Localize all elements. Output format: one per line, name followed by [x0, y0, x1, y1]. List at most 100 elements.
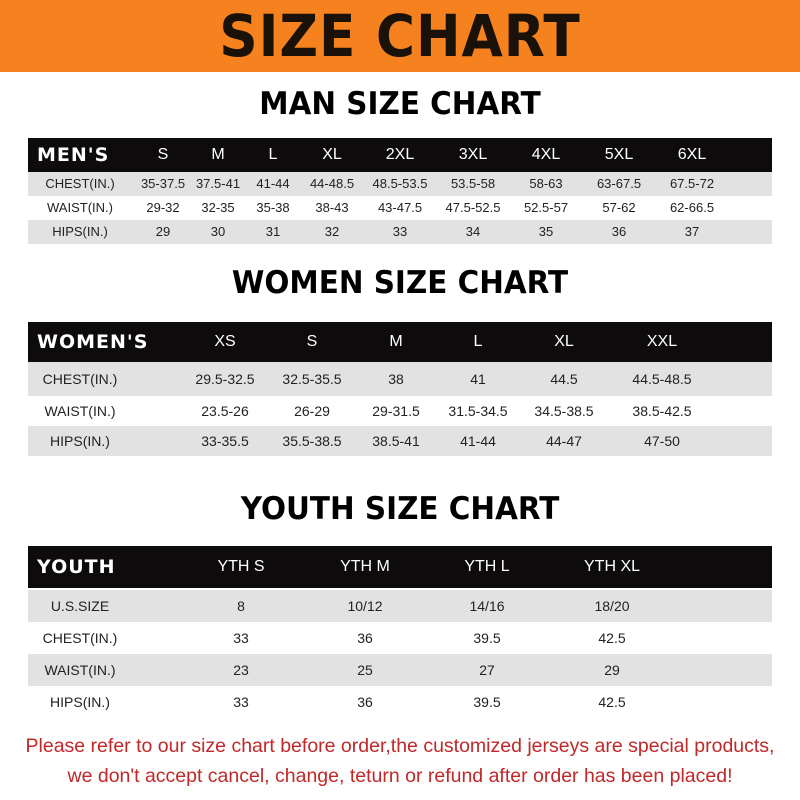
table-cell: 42.5	[598, 694, 626, 710]
table-cell: 67.5-72	[669, 176, 715, 191]
table-cell: 38	[388, 371, 404, 387]
size-header-cell: YTH S	[217, 558, 265, 575]
size-header-cell: 3XL	[458, 146, 488, 163]
table-cell: 38.5-42.5	[632, 403, 692, 419]
measurement-label: WAIST(IN.)	[47, 200, 113, 215]
table-cell: 57-62	[602, 200, 636, 215]
size-header-cell: L	[473, 333, 483, 350]
table-cell: 41-44	[256, 176, 290, 191]
table-cell: 14/16	[469, 598, 505, 614]
table-cell: 32.5-35.5	[282, 371, 342, 387]
table-cell: 32-35	[201, 200, 235, 215]
table-row: WAIST(IN.) 29-32 32-35 35-38 38-43 43-47.5 47.…	[28, 196, 772, 220]
table-cell: 25	[357, 662, 373, 678]
table-row: HIPS(IN.) 33 36 39.5 42.5	[28, 686, 772, 718]
table-row: CHEST(IN.) 29.5-32.5 32.5-35.5 38 41 44.5 44.5…	[28, 362, 772, 396]
size-header-cell: 6XL	[677, 146, 707, 163]
measurement-label: CHEST(IN.)	[42, 630, 118, 646]
size-header-cell: 2XL	[385, 146, 415, 163]
size-header-cell: XL	[322, 146, 342, 163]
table-cell: 31	[265, 224, 281, 239]
table-cell: 33	[233, 694, 249, 710]
table-cell: 62-66.5	[669, 200, 715, 215]
table-cell: 31.5-34.5	[448, 403, 508, 419]
table-cell: 58-63	[529, 176, 563, 191]
table-cell: 29	[604, 662, 620, 678]
table-cell: 30	[210, 224, 226, 239]
notice-line-2: we don't accept cancel, change, teturn o…	[67, 765, 733, 787]
table-header-row: MEN'S S M L XL 2XL 3XL 4XL 5XL 6XL	[28, 138, 772, 172]
measurement-label: WAIST(IN.)	[44, 403, 116, 419]
table-cell: 34	[465, 224, 481, 239]
table-cell: 34.5-38.5	[534, 403, 594, 419]
table-cell: 38.5-41	[372, 433, 420, 449]
table-cell: 35-38	[256, 200, 290, 215]
table-row: WAIST(IN.) 23 25 27 29	[28, 654, 772, 686]
table-cell: 36	[357, 694, 373, 710]
table-cell: 41	[470, 371, 486, 387]
table-cell: 44.5	[550, 371, 578, 387]
table-cell: 29.5-32.5	[195, 371, 255, 387]
table-cell: 33	[392, 224, 408, 239]
size-header-cell: XXL	[646, 333, 678, 350]
table-cell: 23	[233, 662, 249, 678]
table-cell: 8	[237, 598, 245, 614]
table-cell: 35	[538, 224, 554, 239]
size-header-cell: YTH XL	[583, 558, 641, 575]
table-cell: 29	[155, 224, 171, 239]
table-cell: 53.5-58	[450, 176, 496, 191]
table-row: CHEST(IN.) 33 36 39.5 42.5	[28, 622, 772, 654]
table-cell: 41-44	[460, 433, 496, 449]
size-header-cell: M	[389, 333, 403, 350]
size-header-cell: XS	[214, 333, 236, 350]
size-header-cell: M	[211, 146, 225, 163]
table-cell: 39.5	[473, 694, 501, 710]
measurement-label: HIPS(IN.)	[50, 433, 110, 449]
table-title-cell: YOUTH	[37, 556, 116, 578]
measurement-label: CHEST(IN.)	[42, 371, 118, 387]
table-cell: 33-35.5	[201, 433, 249, 449]
table-cell: 18/20	[594, 598, 630, 614]
table-cell: 38-43	[315, 200, 349, 215]
table-cell: 26-29	[294, 403, 330, 419]
table-row: U.S.SIZE 8 10/12 14/16 18/20	[28, 590, 772, 622]
table-header-row: WOMEN'S XS S M L XL XXL	[28, 322, 772, 362]
table-cell: 63-67.5	[596, 176, 642, 191]
table-cell: 44-47	[546, 433, 582, 449]
notice-line-1: Please refer to our size chart before or…	[25, 735, 775, 757]
table-cell: 35.5-38.5	[282, 433, 342, 449]
measurement-label: WAIST(IN.)	[44, 662, 116, 678]
table-title-cell: WOMEN'S	[37, 331, 149, 353]
table-row: HIPS(IN.) 29 30 31 32 33 34 35 36 37	[28, 220, 772, 244]
table-cell: 47.5-52.5	[445, 200, 501, 215]
table-cell: 52.5-57	[523, 200, 569, 215]
table-cell: 44.5-48.5	[632, 371, 692, 387]
table-cell: 23.5-26	[201, 403, 249, 419]
table-cell: 35-37.5	[140, 176, 186, 191]
table-cell: 37.5-41	[195, 176, 241, 191]
size-header-cell: 4XL	[531, 146, 561, 163]
table-cell: 47-50	[644, 433, 680, 449]
table-cell: 29-32	[146, 200, 180, 215]
table-cell: 10/12	[347, 598, 383, 614]
size-header-cell: XL	[554, 333, 574, 350]
size-header-cell: S	[306, 333, 318, 350]
measurement-label: U.S.SIZE	[50, 598, 110, 614]
banner-title: SIZE CHART	[219, 2, 581, 70]
table-row: WAIST(IN.) 23.5-26 26-29 29-31.5 31.5-34.5 34…	[28, 396, 772, 426]
table-cell: 37	[684, 224, 700, 239]
table-header-row: YOUTH YTH S YTH M YTH L YTH XL	[28, 546, 772, 588]
table-cell: 32	[324, 224, 340, 239]
table-cell: 39.5	[473, 630, 501, 646]
men-section-title: MAN SIZE CHART	[259, 86, 541, 122]
measurement-label: HIPS(IN.)	[52, 224, 108, 239]
table-cell: 33	[233, 630, 249, 646]
table-cell: 43-47.5	[377, 200, 423, 215]
measurement-label: HIPS(IN.)	[50, 694, 110, 710]
size-header-cell: YTH M	[340, 558, 390, 575]
table-cell: 42.5	[598, 630, 626, 646]
size-header-cell: L	[268, 146, 278, 163]
youth-section-title: YOUTH SIZE CHART	[240, 491, 560, 527]
table-cell: 27	[479, 662, 495, 678]
size-header-cell: 5XL	[604, 146, 634, 163]
